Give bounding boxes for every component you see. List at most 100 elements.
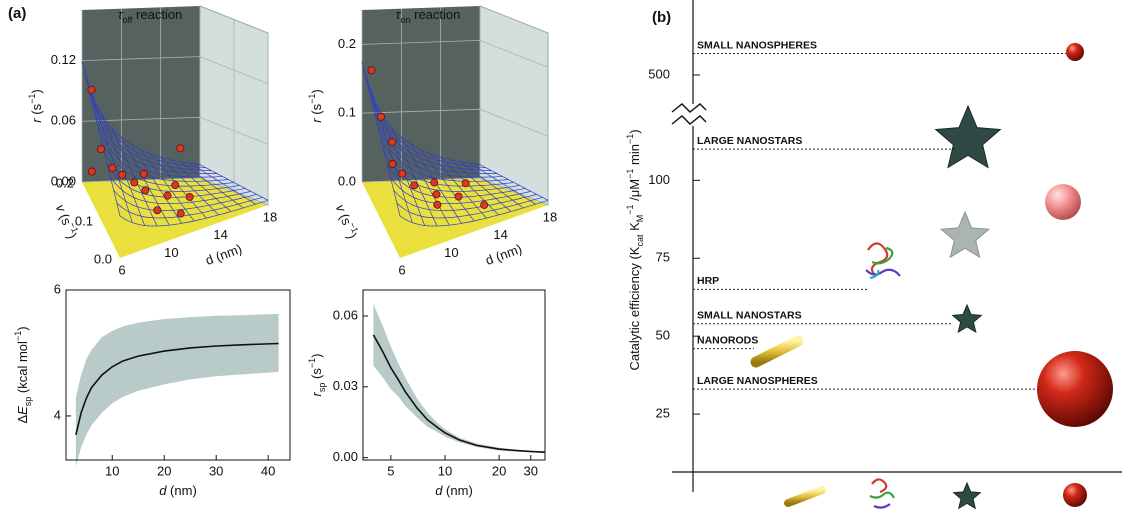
- floor: [82, 178, 268, 258]
- panel-label: (b): [652, 9, 671, 26]
- axis-label: rsp (s−1): [307, 354, 327, 397]
- label-part: (kcal mol: [15, 341, 30, 397]
- label-part: off: [123, 15, 133, 25]
- level-label: LARGE NANOSPHERES: [697, 375, 818, 387]
- data-point: [398, 169, 407, 178]
- data-point: [118, 170, 127, 179]
- z-tick-label: 0.1: [338, 105, 356, 120]
- y-tick-label: 25: [656, 406, 670, 421]
- sphere-icon: [1063, 483, 1087, 507]
- label-part: on: [400, 15, 410, 25]
- axis-label: d (nm): [435, 483, 473, 498]
- y-tick-label: 4: [54, 407, 61, 422]
- label-part: r: [309, 391, 324, 396]
- label-part: E: [15, 406, 30, 415]
- surface-mesh: [470, 163, 536, 205]
- data-point: [430, 178, 439, 187]
- back-wall: [362, 6, 480, 182]
- star-icon: [939, 210, 991, 259]
- surface-mesh: [81, 61, 201, 165]
- star-icon: [951, 303, 983, 334]
- level-label: SMALL NANOSTARS: [697, 309, 802, 321]
- star-icon: [952, 481, 982, 510]
- y-tick-label: 0.0: [94, 251, 112, 266]
- z-tick-label: 0.2: [338, 36, 356, 51]
- axis-label: r (s−1): [27, 89, 44, 122]
- label-part: −1: [67, 221, 80, 234]
- x-axis-label: d (nm): [203, 241, 243, 268]
- label-part: −1: [27, 94, 37, 104]
- x-tick-label: 20: [157, 463, 171, 478]
- back-wall: [82, 6, 200, 182]
- label-part: (s: [335, 208, 355, 227]
- rod-icon: [784, 486, 826, 507]
- axis-break: [671, 103, 707, 113]
- y-tick-label: 6: [54, 281, 61, 296]
- sphere-icon: [1066, 43, 1084, 61]
- x-tick-label: 10: [164, 245, 178, 260]
- label-part: τ: [118, 7, 124, 22]
- data-point: [454, 192, 463, 201]
- x-tick-label: 18: [543, 209, 557, 224]
- x-tick-label: 5: [387, 463, 394, 478]
- label-part: −1: [307, 94, 317, 104]
- data-point: [141, 186, 150, 195]
- label-part: (s: [309, 368, 324, 383]
- data-point: [130, 178, 139, 187]
- data-point: [171, 181, 180, 190]
- fit-line: [75, 342, 279, 435]
- data-point: [388, 137, 397, 146]
- label-part: −1: [347, 221, 360, 234]
- data-point: [185, 192, 194, 201]
- data-point: [139, 169, 148, 178]
- label-part: −1: [625, 169, 635, 179]
- label-part: ): [309, 354, 324, 358]
- data-point: [388, 159, 397, 168]
- data-point: [410, 181, 419, 190]
- axis-label: Catalytic efficiency (Kcat KM−1 /μM−1 mi…: [625, 129, 645, 370]
- data-point: [376, 112, 385, 121]
- y-tick-label: 0.03: [333, 378, 358, 393]
- fit-line: [372, 334, 546, 453]
- surface-mesh: [190, 163, 256, 205]
- label-part: r: [309, 118, 324, 123]
- label-part: Catalytic efficiency (K: [627, 246, 642, 370]
- level-label: NANORODS: [697, 334, 758, 346]
- protein-part: [873, 503, 891, 509]
- x-tick-label: 14: [493, 227, 507, 242]
- axis-label: r (s−1): [307, 89, 324, 122]
- protein-part: [869, 269, 880, 280]
- x-tick-label: 18: [263, 209, 277, 224]
- axis-label: v (s−1): [52, 202, 81, 241]
- label-part: (s: [29, 103, 44, 118]
- label-part: /μM: [627, 179, 642, 205]
- x-axis-label: d (nm): [483, 241, 523, 268]
- label-part: ): [309, 89, 324, 93]
- protein-part: [871, 478, 888, 494]
- sphere-icon: [1045, 184, 1081, 220]
- z-tick-label: 0.12: [51, 52, 76, 67]
- level-label: HRP: [697, 275, 719, 287]
- axis-label: d (nm): [159, 483, 197, 498]
- data-point: [433, 200, 442, 209]
- y-tick-label: 50: [656, 328, 670, 343]
- y-tick-label: 75: [656, 250, 670, 265]
- x-tick-label: 6: [118, 262, 125, 277]
- label-part: Δ: [15, 415, 30, 424]
- x-tick-label: 6: [398, 262, 405, 277]
- protein-part: [871, 246, 894, 265]
- label-part: (s: [55, 208, 75, 227]
- label-part: reaction: [132, 7, 182, 22]
- surface-mesh: [180, 161, 244, 209]
- x-tick-label: 10: [438, 463, 452, 478]
- label-part: d: [435, 483, 443, 498]
- data-point: [153, 206, 162, 215]
- label-part: ): [627, 129, 642, 133]
- plot-frame: [65, 289, 291, 461]
- label-part: −1: [625, 134, 635, 144]
- data-point: [97, 145, 106, 154]
- protein-part: [867, 242, 889, 275]
- data-point: [176, 209, 185, 218]
- x-tick-label: 14: [213, 227, 227, 242]
- data-point: [461, 179, 470, 188]
